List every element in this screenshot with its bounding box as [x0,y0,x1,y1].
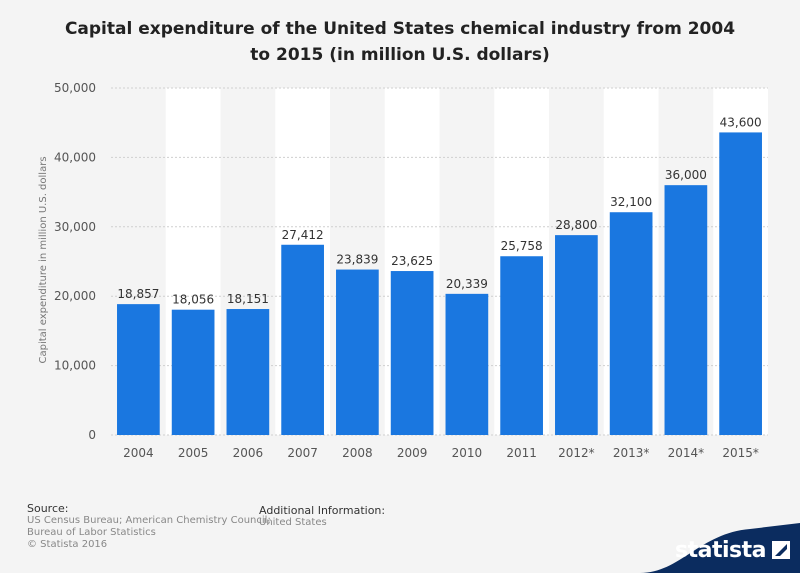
x-tick-label: 2007 [287,446,318,460]
y-tick-label: 0 [88,428,96,442]
x-tick-label: 2006 [233,446,264,460]
bar [500,256,543,435]
y-tick-label: 30,000 [54,220,96,234]
data-label: 18,857 [117,287,159,301]
bar [171,309,215,435]
data-label: 28,800 [555,218,597,232]
x-tick-label: 2014* [668,446,705,460]
bar [555,235,598,435]
source-line-1: US Census Bureau; American Chemistry Cou… [27,515,271,526]
y-axis-label: Capital expenditure in million U.S. doll… [38,156,49,363]
statista-logo[interactable]: statista [675,538,766,563]
bar-chart: 0 10,000 20,000 30,000 40,000 50,000 18,857 18… [38,81,768,460]
bar [281,244,324,435]
x-tick-label: 2004 [123,446,154,460]
additional-info-value: United States [259,517,327,528]
y-tick-label: 50,000 [54,81,96,95]
x-tick-label: 2015* [722,446,759,460]
additional-info-heading: Additional Information: [259,504,386,517]
chart-title-line-1: Capital expenditure of the United States… [64,19,736,39]
data-label: 25,758 [501,239,543,253]
x-tick-label: 2009 [397,446,428,460]
x-tick-label: 2008 [342,446,373,460]
data-label: 18,056 [172,293,214,307]
data-label: 18,151 [227,292,269,306]
chart-title-line-2: to 2015 (in million U.S. dollars) [250,45,550,65]
bar [226,309,270,435]
data-label: 23,839 [336,253,378,267]
y-tick-label: 10,000 [54,359,96,373]
data-label: 20,339 [446,277,488,291]
bar [445,293,489,435]
data-label: 27,412 [282,228,324,242]
x-tick-label: 2005 [178,446,209,460]
source-heading: Source: [27,502,69,515]
y-tick-label: 40,000 [54,150,96,164]
data-label: 43,600 [720,115,762,129]
x-tick-label: 2013* [613,446,650,460]
data-label: 36,000 [665,168,707,182]
data-label: 23,625 [391,254,433,268]
brand-band [640,523,800,573]
bar [390,271,434,435]
bar [719,132,762,435]
bar [664,185,708,435]
x-tick-label: 2012* [558,446,595,460]
bar [609,212,653,435]
y-tick-label: 20,000 [54,289,96,303]
copyright: © Statista 2016 [27,539,108,550]
x-tick-label: 2011 [506,446,537,460]
source-block: Source: US Census Bureau; American Chemi… [27,503,271,551]
data-label: 32,100 [610,195,652,209]
x-tick-label: 2010 [452,446,483,460]
chart-title: Capital expenditure of the United States… [0,16,800,68]
footer: Source: US Census Bureau; American Chemi… [0,500,800,573]
additional-info-block: Additional Information: United States [259,505,385,529]
bar [117,304,160,435]
bar [336,269,379,435]
statista-logo-icon [772,541,790,559]
source-line-2: Bureau of Labor Statistics [27,527,156,538]
